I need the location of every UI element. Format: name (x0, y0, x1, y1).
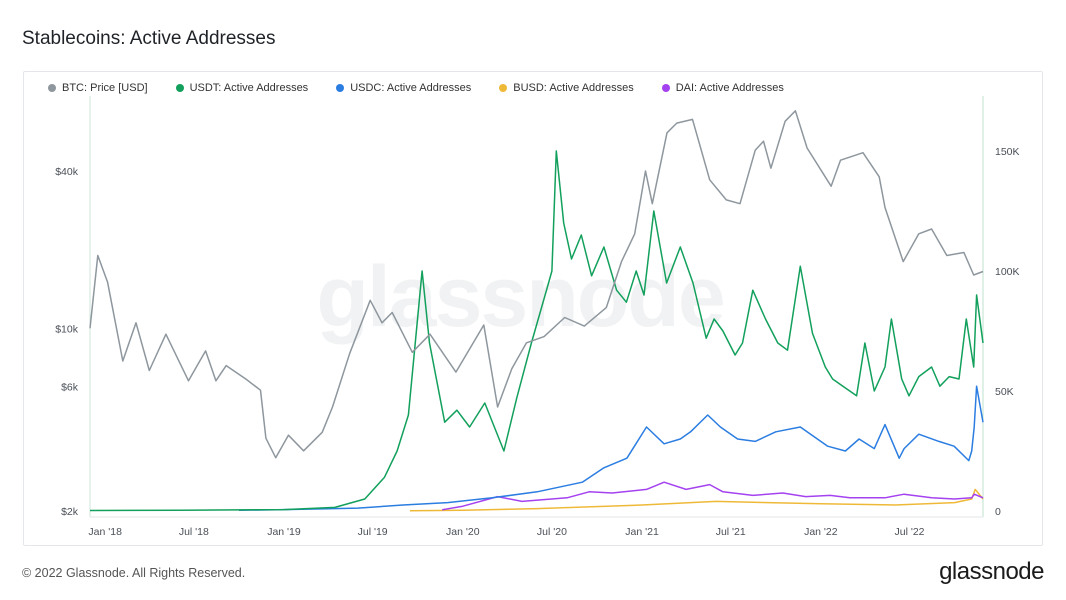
dai-line (442, 481, 984, 511)
y-right-tick-label: 0 (995, 506, 1001, 518)
y-right-tick-label: 50K (995, 386, 1014, 398)
chart-legend: BTC: Price [USD] USDT: Active Addresses … (48, 82, 784, 94)
usdt-line (89, 150, 984, 512)
x-tick-label: Jan '22 (804, 526, 838, 538)
busd-line (409, 488, 984, 512)
legend-label-dai: DAI: Active Addresses (675, 82, 784, 94)
x-tick-label: Jul '19 (358, 526, 388, 538)
chart-watermark: glassnode (316, 249, 723, 345)
legend-item-usdt[interactable]: USDT: Active Addresses (175, 82, 309, 94)
usdc-line (238, 385, 984, 512)
legend-item-busd[interactable]: BUSD: Active Addresses (499, 82, 634, 94)
btc-price-line (89, 110, 984, 459)
chart-panel (23, 71, 1043, 546)
copyright-text: © 2022 Glassnode. All Rights Reserved. (22, 566, 246, 580)
legend-label-btc: BTC: Price [USD] (62, 82, 148, 94)
page-title: Stablecoins: Active Addresses (22, 28, 276, 49)
y-left-tick-label: $10k (55, 323, 79, 335)
brand-logo: glassnode (939, 558, 1044, 585)
x-tick-label: Jul '20 (537, 526, 567, 538)
legend-item-dai[interactable]: DAI: Active Addresses (661, 82, 784, 94)
y-axis-right: 0 50K 100K 150K (995, 146, 1020, 518)
x-tick-label: Jan '20 (446, 526, 480, 538)
y-right-tick-label: 100K (995, 266, 1020, 278)
x-tick-label: Jul '21 (716, 526, 746, 538)
legend-dot-dai (661, 84, 670, 92)
legend-dot-usdt (175, 84, 184, 92)
y-left-tick-label: $2k (61, 506, 79, 518)
legend-item-usdc[interactable]: USDC: Active Addresses (336, 82, 471, 94)
x-tick-label: Jul '18 (179, 526, 209, 538)
x-tick-label: Jul '22 (895, 526, 925, 538)
legend-dot-usdc (336, 84, 345, 92)
x-tick-label: Jan '19 (267, 526, 301, 538)
x-tick-label: Jan '18 (88, 526, 122, 538)
legend-dot-btc (48, 84, 56, 92)
legend-item-btc[interactable]: BTC: Price [USD] (48, 82, 148, 94)
y-axis-left: $2k $6k $10k $40k (55, 166, 79, 518)
y-right-tick-label: 150K (995, 146, 1020, 158)
series-layer (89, 110, 984, 512)
legend-label-usdc: USDC: Active Addresses (350, 82, 472, 94)
legend-label-usdt: USDT: Active Addresses (189, 82, 309, 94)
legend-label-busd: BUSD: Active Addresses (513, 82, 634, 94)
x-tick-label: Jan '21 (625, 526, 659, 538)
legend-dot-busd (499, 84, 508, 92)
y-left-tick-label: $40k (55, 166, 79, 178)
y-left-tick-label: $6k (61, 381, 79, 393)
x-axis: Jan '18 Jul '18 Jan '19 Jul '19 Jan '20 Jul '… (88, 526, 924, 538)
